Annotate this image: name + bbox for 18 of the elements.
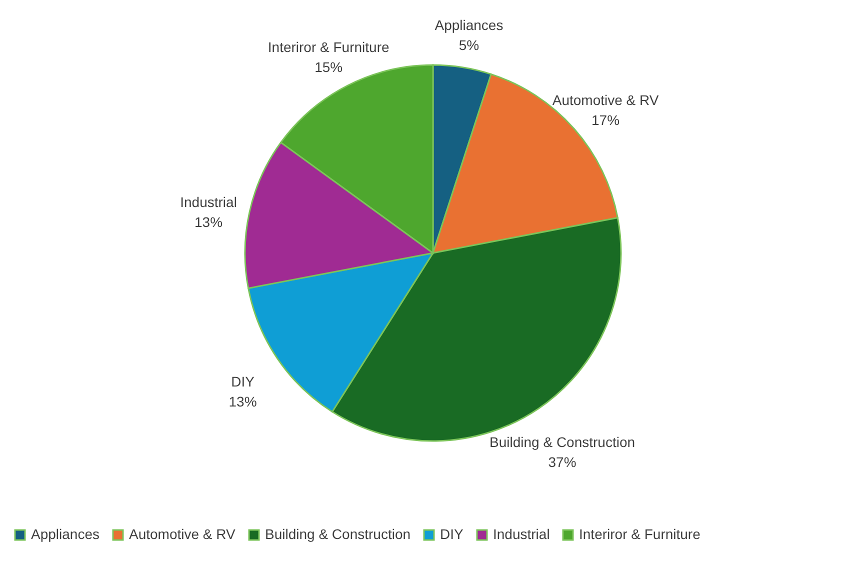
legend-label: Building & Construction <box>265 526 411 542</box>
data-label: 5% <box>458 36 480 53</box>
legend-label: DIY <box>440 526 464 542</box>
slice-label: Automotive & RV <box>552 92 660 108</box>
data-label: 37% <box>548 454 576 470</box>
legend-label: Appliances <box>31 526 100 542</box>
slice-label: Industrial <box>180 194 237 210</box>
legend-label: Industrial <box>493 526 550 542</box>
slice-label: Appliances <box>434 16 504 33</box>
data-label: 13% <box>228 393 257 410</box>
legend-label: Interiror & Furniture <box>579 526 701 542</box>
slice-label: DIY <box>231 373 256 390</box>
data-label: 15% <box>314 59 343 76</box>
slice-label: Building & Construction <box>490 434 636 450</box>
data-label: 13% <box>194 214 223 230</box>
data-label: 17% <box>592 112 620 128</box>
slice-label: Interiror & Furniture <box>268 39 390 56</box>
legend-label: Automotive & RV <box>129 526 236 542</box>
